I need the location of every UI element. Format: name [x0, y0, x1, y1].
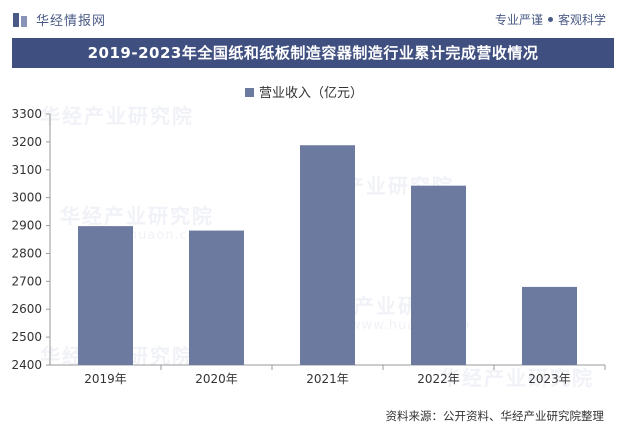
legend-label: 营业收入（亿元） [259, 86, 363, 101]
x-tick-label: 2020年 [195, 372, 238, 386]
y-tick-label: 3200 [11, 135, 42, 149]
logo: 华经情报网 [12, 10, 106, 29]
y-tick-label: 2500 [11, 330, 42, 344]
bar [78, 226, 133, 365]
top-bar: 华经情报网 专业严谨 客观科学 [0, 0, 620, 38]
legend-swatch [245, 88, 254, 97]
y-tick-label: 3000 [11, 191, 42, 205]
bar [411, 185, 466, 365]
y-tick-label: 2900 [11, 219, 42, 233]
logo-icon [13, 12, 27, 27]
bar-chart: 营业收入（亿元） 2400 2500 2600 2700 2800 2900 3000 3100… [11, 86, 606, 386]
chart-title: 2019-2023年全国纸和纸板制造容器制造行业累计完成营收情况 [12, 38, 614, 68]
x-tick-label: 2022年 [417, 372, 460, 386]
bar [300, 145, 355, 365]
logo-text: 华经情报网 [36, 14, 107, 29]
slogan-right: 客观科学 [557, 13, 606, 27]
y-tick-label: 2800 [11, 246, 42, 260]
slogan: 专业严谨 客观科学 [495, 11, 606, 28]
bar [189, 230, 244, 365]
x-tick-label: 2019年 [84, 372, 127, 386]
slogan-left: 专业严谨 [494, 13, 543, 27]
watermark-text: 华经产业研究院 [60, 204, 214, 228]
y-tick-label: 2700 [11, 274, 42, 288]
bar [522, 286, 577, 365]
bullet-icon [547, 17, 553, 22]
x-tick-label: 2023年 [528, 372, 571, 386]
x-tick-label: 2021年 [306, 372, 349, 386]
y-tick-label: 3100 [11, 163, 42, 177]
y-tick-label: 2600 [11, 302, 42, 316]
y-tick-label: 3300 [11, 107, 42, 121]
watermark-text: 华经产业研究院 [40, 104, 194, 128]
y-tick-label: 2400 [11, 358, 42, 372]
source-note: 资料来源：公开资料、华经产业研究院整理 [385, 409, 605, 423]
watermark-text: 华经产业研究院 [440, 366, 594, 390]
